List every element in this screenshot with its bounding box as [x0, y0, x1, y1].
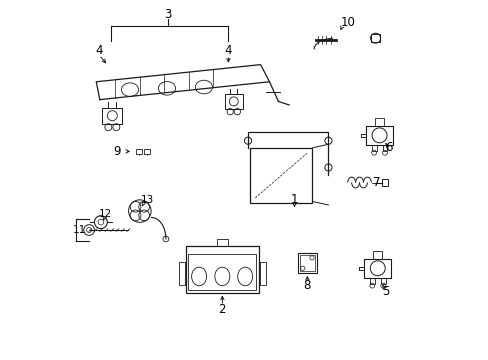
- Bar: [372, 251, 382, 259]
- Bar: [369, 278, 374, 284]
- Text: 5: 5: [381, 285, 388, 298]
- Bar: [371, 145, 376, 151]
- Bar: [370, 34, 380, 42]
- Bar: [143, 149, 150, 154]
- Bar: [380, 278, 385, 284]
- Bar: [364, 259, 390, 278]
- Text: 4: 4: [224, 44, 232, 57]
- Bar: [365, 126, 392, 145]
- Text: 11: 11: [72, 225, 85, 235]
- Text: 8: 8: [303, 279, 310, 292]
- Bar: [374, 118, 384, 126]
- Text: 3: 3: [163, 8, 171, 21]
- Bar: [102, 108, 122, 124]
- Text: 10: 10: [340, 16, 355, 29]
- Bar: [381, 179, 387, 186]
- Text: 4: 4: [95, 44, 102, 57]
- Text: 9: 9: [113, 145, 121, 158]
- Bar: [298, 253, 316, 273]
- Text: 6: 6: [385, 141, 392, 154]
- Text: 2: 2: [218, 303, 225, 316]
- Text: 13: 13: [141, 195, 154, 204]
- Bar: [382, 145, 386, 151]
- Text: 7: 7: [372, 176, 380, 189]
- Bar: [259, 262, 265, 285]
- Bar: [249, 148, 312, 203]
- Bar: [224, 94, 242, 109]
- Text: 12: 12: [99, 209, 112, 219]
- Text: 1: 1: [290, 193, 298, 206]
- Bar: [216, 239, 227, 246]
- Bar: [185, 246, 258, 293]
- Bar: [135, 149, 142, 154]
- Bar: [299, 255, 314, 271]
- Bar: [179, 262, 184, 285]
- Bar: [188, 254, 255, 290]
